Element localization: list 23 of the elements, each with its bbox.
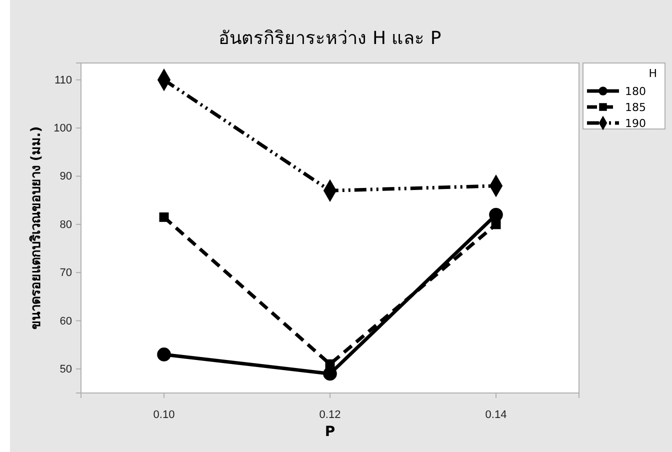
y-tick-label: 60 bbox=[60, 315, 72, 328]
x-tick-label: 0.10 bbox=[153, 408, 175, 421]
legend-title: H bbox=[648, 67, 657, 80]
legend-label: 190 bbox=[625, 117, 646, 130]
y-tick-label: 70 bbox=[60, 267, 72, 280]
point bbox=[325, 359, 335, 369]
chart-title: อันตรกิริยาระหว่าง H และ P bbox=[218, 28, 442, 49]
legend-label: 180 bbox=[625, 85, 646, 98]
point bbox=[491, 220, 501, 230]
y-tick-label: 80 bbox=[60, 218, 72, 231]
point bbox=[159, 212, 169, 222]
point bbox=[157, 348, 171, 362]
x-tick-label: 0.14 bbox=[485, 408, 507, 421]
y-tick-label: 100 bbox=[54, 122, 72, 135]
x-axis-title: P bbox=[324, 424, 336, 440]
y-axis-title: ขนาดรอยแตกบริเวณขอบยาง (มม.) bbox=[29, 126, 44, 330]
x-tick-label: 0.12 bbox=[319, 408, 341, 421]
y-tick-label: 110 bbox=[54, 74, 72, 86]
y-tick-label: 90 bbox=[60, 170, 72, 183]
y-tick-label: 50 bbox=[60, 363, 72, 376]
legend-label: 185 bbox=[625, 101, 646, 114]
point bbox=[323, 366, 337, 381]
point bbox=[489, 208, 503, 222]
